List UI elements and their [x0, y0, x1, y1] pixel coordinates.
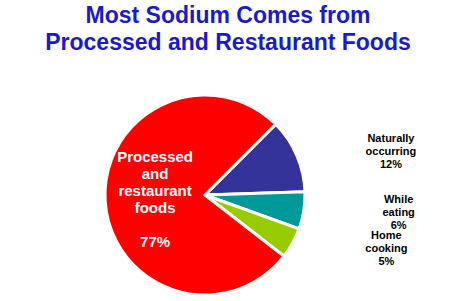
html-text:Most Sodium Comes from Process: Most Sodium Comes from Processed and Res… — [45, 2, 411, 55]
svg-text:Processedandrestaurantfoods 77: Processedandrestaurantfoods 77% — [117, 147, 193, 249]
svg-text:Whileeating6%: Whileeating6% — [382, 193, 414, 231]
svg-text:Naturallyoccurring12%: Naturallyoccurring12% — [366, 132, 417, 170]
svg-text:Homecooking5%: Homecooking5% — [365, 229, 407, 267]
